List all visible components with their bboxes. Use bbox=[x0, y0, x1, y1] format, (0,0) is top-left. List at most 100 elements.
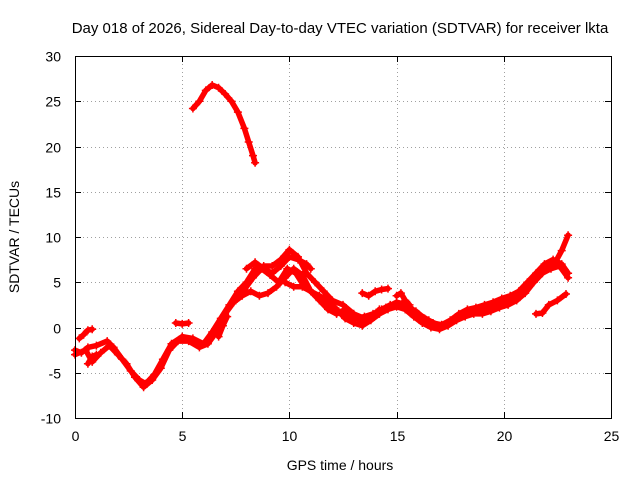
data-point bbox=[469, 309, 478, 318]
data-point bbox=[244, 138, 253, 146]
y-tick-label: 20 bbox=[45, 140, 61, 156]
data-point bbox=[418, 319, 427, 327]
data-point bbox=[495, 303, 504, 312]
data-point bbox=[437, 320, 446, 329]
data-point bbox=[394, 300, 403, 308]
data-point bbox=[251, 258, 260, 267]
data-point bbox=[83, 359, 92, 368]
data-point bbox=[173, 337, 182, 346]
data-point bbox=[512, 296, 521, 305]
series-segment-14h bbox=[358, 284, 392, 300]
data-point bbox=[298, 282, 307, 291]
series-segment-5h bbox=[171, 319, 193, 328]
data-point bbox=[171, 319, 180, 327]
data-point bbox=[264, 289, 272, 298]
data-point bbox=[227, 97, 236, 106]
data-point bbox=[315, 296, 324, 305]
data-point bbox=[281, 278, 290, 287]
y-tick-label: 0 bbox=[53, 321, 61, 337]
data-point bbox=[122, 359, 131, 368]
chart-title: Day 018 of 2026, Sidereal Day-to-day VTE… bbox=[72, 20, 609, 37]
data-point bbox=[294, 255, 302, 264]
y-tick-label: -10 bbox=[41, 411, 61, 427]
series-line bbox=[233, 256, 571, 328]
data-point bbox=[562, 290, 570, 298]
y-tick-labels: -10 -5 0 5 10 15 20 25 30 bbox=[41, 49, 61, 427]
data-point bbox=[105, 341, 114, 350]
data-point bbox=[364, 291, 373, 300]
data-point bbox=[231, 296, 240, 305]
data-series-group bbox=[71, 81, 573, 392]
data-point bbox=[553, 296, 562, 305]
data-point bbox=[311, 278, 320, 287]
data-point bbox=[557, 246, 566, 255]
data-point bbox=[420, 314, 429, 323]
data-point bbox=[268, 269, 277, 278]
data-point bbox=[538, 309, 547, 317]
data-point bbox=[461, 312, 470, 321]
data-point bbox=[332, 309, 341, 318]
data-point bbox=[486, 307, 495, 316]
data-point bbox=[471, 303, 480, 312]
data-point bbox=[81, 346, 90, 355]
data-point bbox=[306, 287, 315, 296]
data-point bbox=[113, 350, 122, 359]
data-point bbox=[165, 346, 174, 355]
data-point bbox=[188, 104, 197, 113]
data-point bbox=[478, 309, 487, 318]
data-point bbox=[276, 262, 285, 270]
data-point bbox=[240, 285, 249, 294]
data-point bbox=[285, 252, 294, 261]
data-point bbox=[547, 264, 555, 273]
data-point bbox=[251, 158, 260, 167]
data-point bbox=[249, 151, 257, 160]
y-axis-label: SDTVAR / TECUs bbox=[6, 181, 22, 293]
data-point bbox=[92, 341, 101, 350]
data-point bbox=[366, 314, 375, 323]
data-point bbox=[195, 343, 204, 352]
data-point bbox=[429, 319, 437, 327]
data-point bbox=[540, 260, 549, 269]
series-track-low-mid bbox=[281, 278, 384, 327]
series-track-early-b bbox=[71, 262, 573, 392]
data-point bbox=[343, 312, 352, 321]
y-tick-label: 30 bbox=[45, 49, 61, 65]
data-point bbox=[223, 312, 232, 321]
data-point bbox=[88, 325, 97, 334]
series-track-upper-mid bbox=[242, 252, 315, 278]
data-point bbox=[564, 269, 573, 278]
series-line bbox=[393, 290, 413, 308]
data-point bbox=[392, 291, 401, 300]
data-point bbox=[532, 309, 540, 318]
data-point bbox=[148, 376, 157, 384]
x-tick-label: 10 bbox=[282, 428, 298, 444]
data-point bbox=[544, 300, 553, 309]
data-point bbox=[131, 373, 139, 382]
data-point bbox=[92, 350, 101, 359]
data-point bbox=[259, 264, 268, 273]
data-point bbox=[289, 282, 298, 291]
data-point bbox=[75, 334, 84, 343]
data-point bbox=[523, 278, 532, 287]
x-tick-label: 0 bbox=[72, 428, 80, 444]
data-point bbox=[291, 269, 300, 278]
series-segment-15h bbox=[392, 289, 414, 309]
data-point bbox=[285, 245, 294, 254]
data-point bbox=[446, 316, 455, 325]
data-point bbox=[549, 255, 558, 264]
data-point bbox=[249, 273, 257, 282]
data-point bbox=[272, 282, 281, 291]
data-point bbox=[358, 289, 367, 298]
data-point bbox=[156, 364, 165, 373]
data-point bbox=[184, 319, 193, 327]
data-point bbox=[201, 86, 210, 95]
x-tick-labels: 0 5 10 15 20 25 bbox=[72, 428, 620, 444]
data-point bbox=[184, 337, 193, 346]
data-point bbox=[178, 319, 187, 328]
data-point bbox=[358, 319, 367, 327]
data-point bbox=[532, 269, 540, 278]
data-point bbox=[489, 298, 498, 307]
x-tick-label: 15 bbox=[390, 428, 406, 444]
series-track-high bbox=[188, 81, 260, 167]
y-tick-label: 10 bbox=[45, 230, 61, 246]
